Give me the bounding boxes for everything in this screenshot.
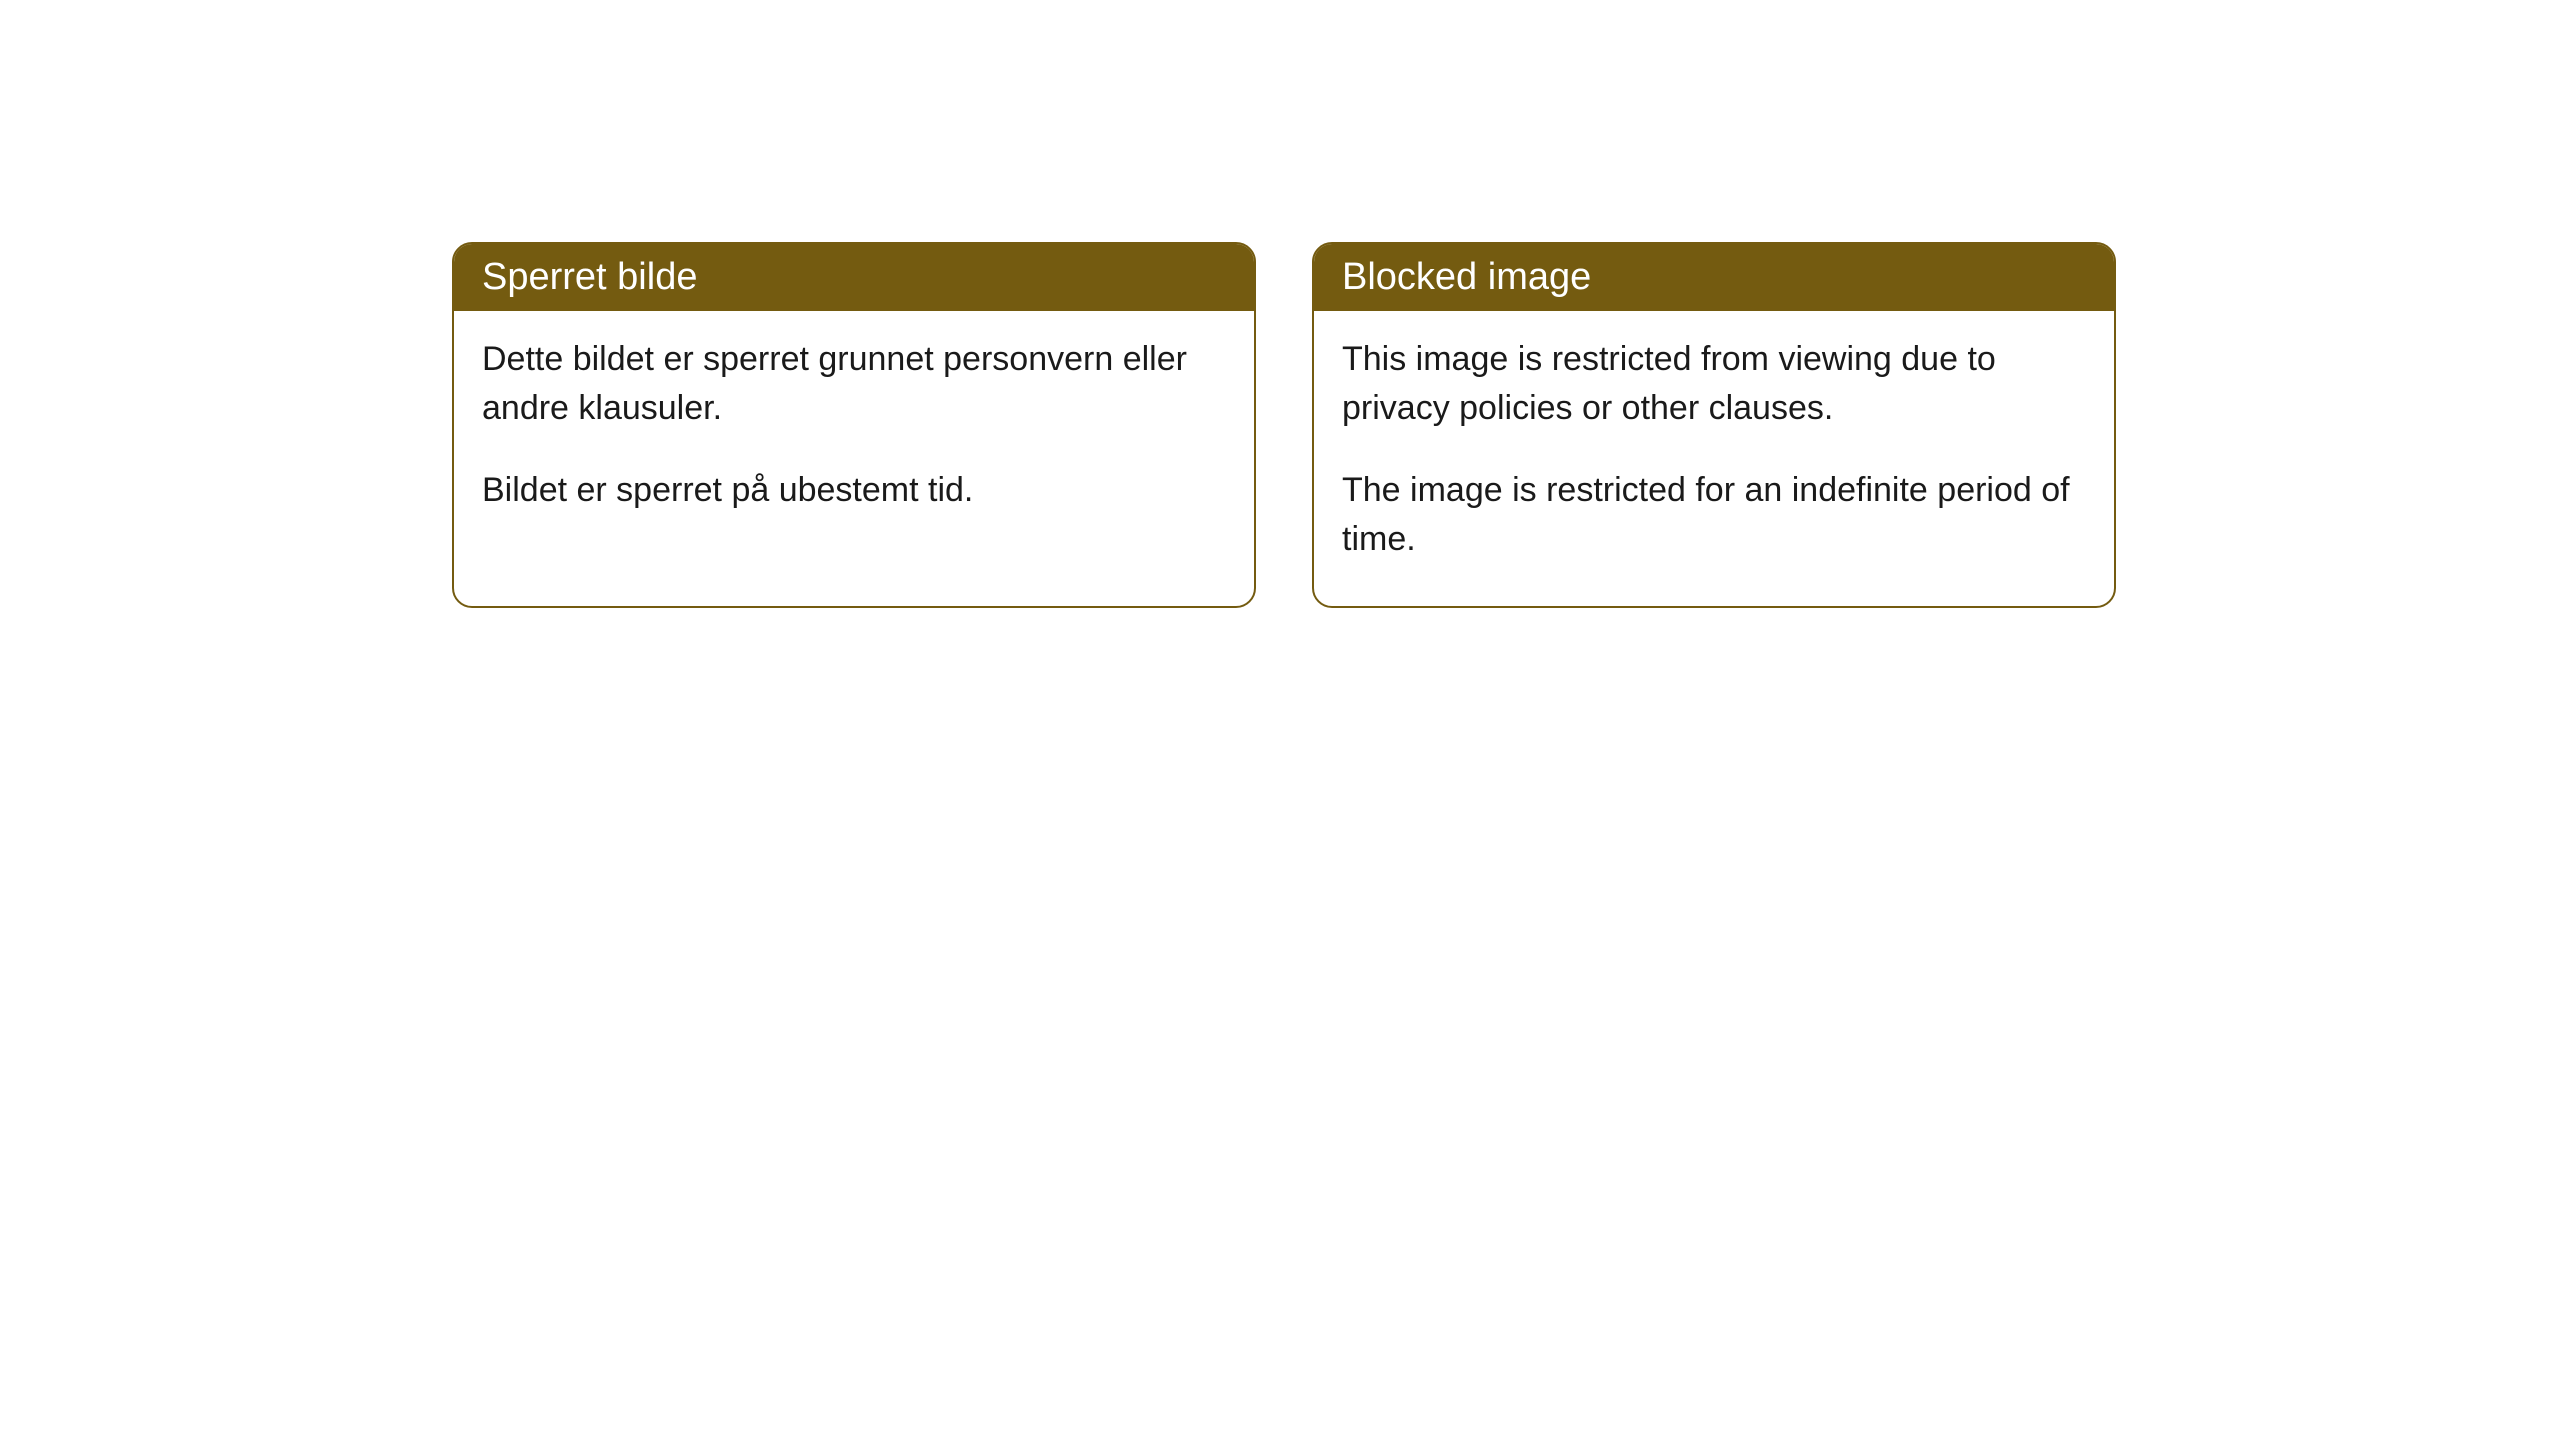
card-header: Sperret bilde	[454, 244, 1254, 311]
card-title: Sperret bilde	[482, 256, 697, 298]
notice-cards-container: Sperret bilde Dette bildet er sperret gr…	[452, 242, 2116, 608]
card-header: Blocked image	[1314, 244, 2114, 311]
card-body: This image is restricted from viewing du…	[1314, 311, 2114, 606]
card-paragraph: Bildet er sperret på ubestemt tid.	[482, 466, 1226, 515]
card-paragraph: Dette bildet er sperret grunnet personve…	[482, 335, 1226, 434]
card-paragraph: This image is restricted from viewing du…	[1342, 335, 2086, 434]
card-body: Dette bildet er sperret grunnet personve…	[454, 311, 1254, 557]
notice-card-english: Blocked image This image is restricted f…	[1312, 242, 2116, 608]
card-paragraph: The image is restricted for an indefinit…	[1342, 466, 2086, 565]
card-title: Blocked image	[1342, 256, 1591, 298]
notice-card-norwegian: Sperret bilde Dette bildet er sperret gr…	[452, 242, 1256, 608]
